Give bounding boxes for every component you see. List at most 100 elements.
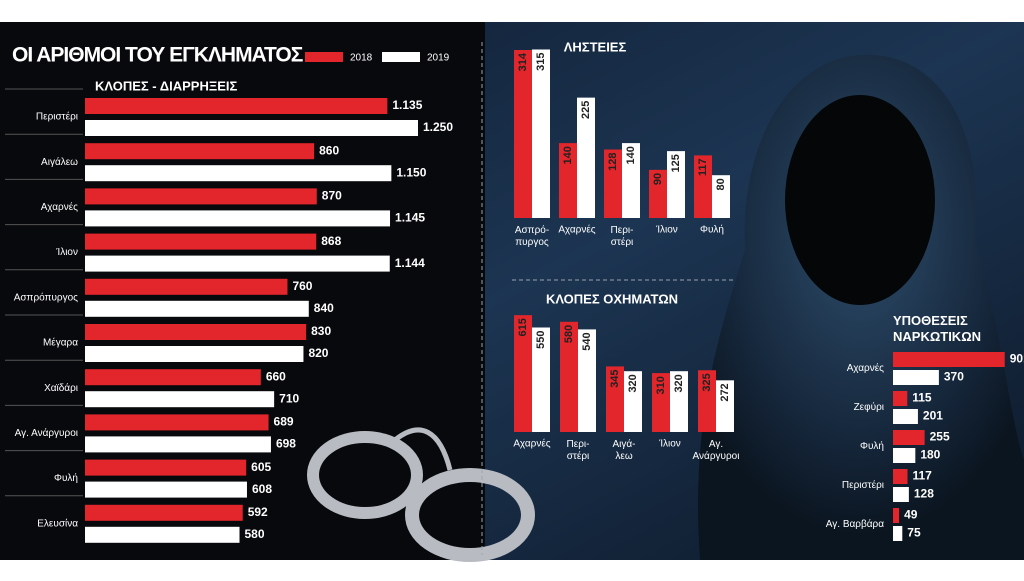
category-label-line: στέρι bbox=[567, 450, 590, 462]
bar bbox=[85, 526, 240, 543]
bar bbox=[85, 391, 275, 408]
category-label: Ζεφύρι bbox=[854, 401, 884, 413]
bar bbox=[85, 233, 317, 250]
value-label: 605 bbox=[251, 460, 271, 474]
value-label: 689 bbox=[274, 415, 294, 429]
category-label: Αχαρνές bbox=[847, 362, 884, 374]
value-label: 820 bbox=[308, 346, 328, 360]
category-label: Αιγάλεω bbox=[41, 156, 78, 168]
value-label: 760 bbox=[292, 279, 312, 293]
bar bbox=[893, 370, 939, 385]
value-label: 868 bbox=[321, 234, 341, 248]
bar bbox=[514, 315, 532, 432]
bar bbox=[893, 508, 900, 523]
category-label: Φυλή bbox=[700, 224, 724, 236]
category-label-line: Περι- bbox=[611, 225, 634, 236]
value-label: 608 bbox=[252, 482, 272, 496]
value-label: 580 bbox=[563, 325, 575, 343]
value-label: 901 bbox=[1010, 352, 1024, 366]
category-label: Ασπρό-πυργος bbox=[515, 224, 549, 248]
category-label: Περι-στέρι bbox=[567, 439, 590, 462]
category-label-line: Αιγά- bbox=[612, 438, 635, 450]
category-label: Αιγά-λεω bbox=[612, 438, 635, 462]
bar bbox=[624, 371, 642, 432]
value-label: 860 bbox=[319, 143, 339, 157]
value-label: 710 bbox=[279, 391, 299, 405]
bar bbox=[85, 98, 388, 114]
value-label: 1.135 bbox=[392, 98, 422, 112]
value-label: 225 bbox=[580, 101, 592, 119]
value-label: 592 bbox=[248, 505, 268, 519]
bar bbox=[85, 414, 269, 431]
chart-title: ΥΠΟΘΕΣΕΙΣ ΝΑΡΚΩΤΙΚΩΝ bbox=[893, 313, 981, 344]
bar bbox=[532, 49, 550, 218]
value-label: 310 bbox=[655, 376, 667, 394]
legend-swatch bbox=[382, 52, 420, 62]
bar bbox=[85, 369, 261, 386]
category-label-line: Αγ. bbox=[709, 439, 723, 450]
value-label: 75 bbox=[907, 526, 921, 540]
legend-label: 2019 bbox=[427, 53, 450, 64]
category-label: Περιστέρι bbox=[842, 479, 884, 491]
chart-title: ΚΛΟΠΕΣ ΟΧΗΜΑΤΩΝ bbox=[546, 291, 678, 306]
value-label: 1.150 bbox=[396, 165, 426, 179]
category-label-line: λεω bbox=[615, 451, 632, 462]
bar bbox=[667, 151, 685, 218]
value-label: 201 bbox=[923, 409, 943, 423]
chart-title: ΛΗΣΤΕΙΕΣ bbox=[564, 39, 627, 54]
bar bbox=[893, 409, 918, 424]
chart-title-line: ΥΠΟΘΕΣΕΙΣ bbox=[893, 313, 968, 328]
value-label: 320 bbox=[673, 374, 685, 392]
bar bbox=[893, 448, 916, 463]
value-label: 115 bbox=[912, 391, 932, 405]
value-label: 870 bbox=[322, 189, 342, 203]
legend-label: 2018 bbox=[350, 53, 373, 64]
bar bbox=[559, 143, 577, 218]
value-label: 580 bbox=[245, 527, 265, 541]
bar bbox=[85, 143, 315, 160]
category-label-line: Ανάργυροι bbox=[693, 450, 740, 462]
category-label: Ίλιον bbox=[55, 247, 78, 258]
category-label-line: πυργος bbox=[515, 237, 549, 248]
category-label: Αχαρνές bbox=[558, 224, 595, 236]
bar bbox=[85, 255, 390, 272]
category-label: Περι-στέρι bbox=[611, 225, 634, 248]
value-label: 550 bbox=[535, 331, 547, 349]
handcuffs bbox=[307, 427, 535, 562]
category-label: Ίλιον bbox=[655, 225, 678, 236]
bar bbox=[514, 50, 532, 219]
legend-swatch bbox=[305, 52, 343, 62]
value-label: 314 bbox=[517, 52, 529, 71]
value-label: 255 bbox=[930, 430, 950, 444]
value-label: 370 bbox=[944, 370, 964, 384]
bar bbox=[85, 346, 304, 362]
value-label: 272 bbox=[719, 383, 731, 401]
bar bbox=[698, 370, 716, 432]
bar bbox=[85, 165, 392, 182]
bar bbox=[694, 155, 712, 218]
bar bbox=[893, 430, 925, 445]
bar bbox=[670, 371, 688, 432]
bar bbox=[712, 175, 730, 218]
value-label: 140 bbox=[562, 146, 574, 164]
value-label: 49 bbox=[904, 508, 918, 522]
value-label: 660 bbox=[266, 369, 286, 383]
value-label: 320 bbox=[627, 374, 639, 392]
value-label: 125 bbox=[670, 154, 682, 172]
chart-title: ΚΛΟΠΕΣ - ΔΙΑΡΡΗΞΕΙΣ bbox=[95, 78, 237, 93]
category-label: Ελευσίνα bbox=[37, 517, 78, 529]
value-label: 1.145 bbox=[395, 211, 425, 225]
value-label: 840 bbox=[314, 301, 334, 315]
category-label: Περιστέρι bbox=[36, 111, 78, 123]
value-label: 117 bbox=[913, 469, 933, 483]
bar bbox=[652, 373, 670, 432]
bar bbox=[893, 352, 1005, 367]
value-label: 315 bbox=[535, 52, 547, 70]
value-label: 325 bbox=[701, 373, 713, 391]
category-label: Μέγαρα bbox=[43, 337, 78, 349]
category-label: Αγ. Ανάργυροι bbox=[693, 439, 740, 462]
category-label: Αγ. Ανάργυροι bbox=[15, 427, 78, 439]
category-label-line: στέρι bbox=[611, 236, 634, 248]
category-label: Αχαρνές bbox=[513, 438, 550, 450]
